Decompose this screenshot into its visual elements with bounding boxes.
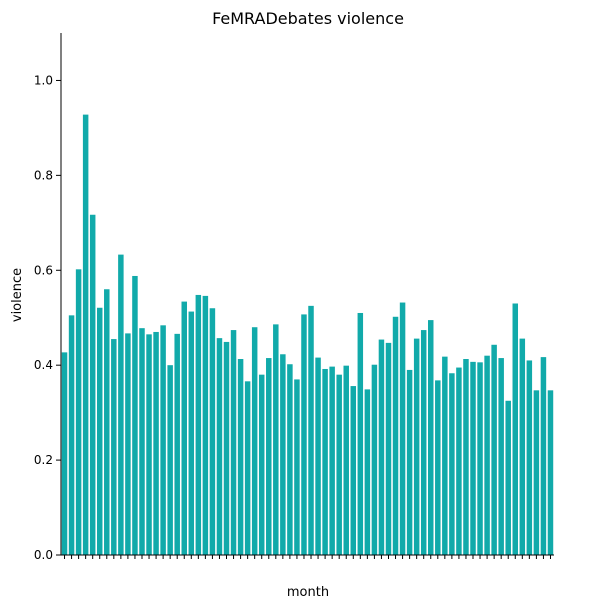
- bar: [350, 386, 357, 555]
- bar: [498, 358, 504, 555]
- bar: [273, 324, 279, 555]
- bar: [526, 360, 533, 555]
- y-tick-label: 1.0: [34, 73, 53, 87]
- bar: [449, 373, 455, 555]
- bar: [167, 365, 173, 555]
- bar: [378, 339, 385, 555]
- bar: [181, 301, 187, 555]
- y-tick-label: 0.0: [34, 548, 53, 562]
- y-tick-label: 0.6: [34, 263, 53, 277]
- bar: [230, 330, 237, 555]
- bar: [491, 344, 497, 555]
- bar: [301, 314, 307, 555]
- bar: [216, 338, 223, 555]
- bar: [202, 295, 209, 555]
- bar: [329, 366, 335, 555]
- bar: [463, 359, 469, 555]
- bar: [343, 365, 349, 555]
- y-tick-label: 0.2: [34, 453, 53, 467]
- bar: [244, 381, 251, 555]
- y-tick-label: 0.8: [34, 168, 53, 182]
- bar: [399, 302, 406, 555]
- bar: [315, 357, 321, 555]
- bar: [118, 254, 124, 556]
- bar: [484, 355, 490, 555]
- chart-title: FeMRADebates violence: [212, 9, 404, 28]
- bar: [195, 294, 202, 555]
- bar: [512, 303, 519, 555]
- bar: [442, 356, 448, 555]
- y-axis-title: violence: [10, 268, 25, 322]
- bar: [160, 325, 166, 555]
- bars-group: [61, 114, 554, 556]
- bar: [104, 289, 110, 555]
- bar: [280, 354, 286, 555]
- y-axis: 0.0 0.2 0.4 0.6 0.8 1.0: [34, 33, 62, 562]
- bar: [146, 334, 152, 555]
- bar: [153, 331, 159, 555]
- y-tick-label: 0.4: [34, 358, 53, 372]
- bar: [547, 390, 554, 555]
- bar: [392, 316, 399, 555]
- bar: [237, 359, 244, 555]
- bar: [322, 368, 328, 555]
- bar: [209, 308, 216, 555]
- bar: [61, 352, 68, 555]
- bar: [223, 341, 230, 555]
- bar: [519, 338, 526, 555]
- bar: [251, 327, 258, 555]
- bar: [385, 342, 392, 555]
- bar: [308, 305, 314, 555]
- bar: [258, 374, 265, 555]
- bar: [139, 328, 145, 555]
- bar: [435, 380, 441, 555]
- bar: [540, 357, 547, 555]
- bar: [89, 214, 96, 555]
- x-axis-title: month: [287, 585, 329, 600]
- bar: [111, 339, 117, 555]
- bar: [188, 311, 195, 555]
- bar: [470, 361, 476, 555]
- bar: [364, 389, 371, 555]
- bar: [294, 379, 300, 555]
- bar: [82, 114, 89, 556]
- bar: [413, 338, 420, 555]
- bar: [406, 369, 413, 555]
- bar: [96, 307, 103, 555]
- bar: [287, 364, 293, 555]
- x-axis: [61, 554, 554, 559]
- bar: [68, 315, 75, 555]
- bar: [533, 390, 540, 555]
- bar: [125, 333, 131, 555]
- bar: [266, 358, 272, 555]
- bar: [505, 400, 511, 555]
- bar: [75, 269, 82, 555]
- bar: [420, 330, 427, 555]
- bar: [174, 333, 180, 555]
- bar: [456, 367, 462, 555]
- bar: [132, 275, 138, 555]
- bar: [357, 312, 364, 555]
- bar: [371, 364, 378, 555]
- bar: [428, 320, 434, 555]
- bar: [477, 362, 483, 555]
- bar: [336, 374, 342, 555]
